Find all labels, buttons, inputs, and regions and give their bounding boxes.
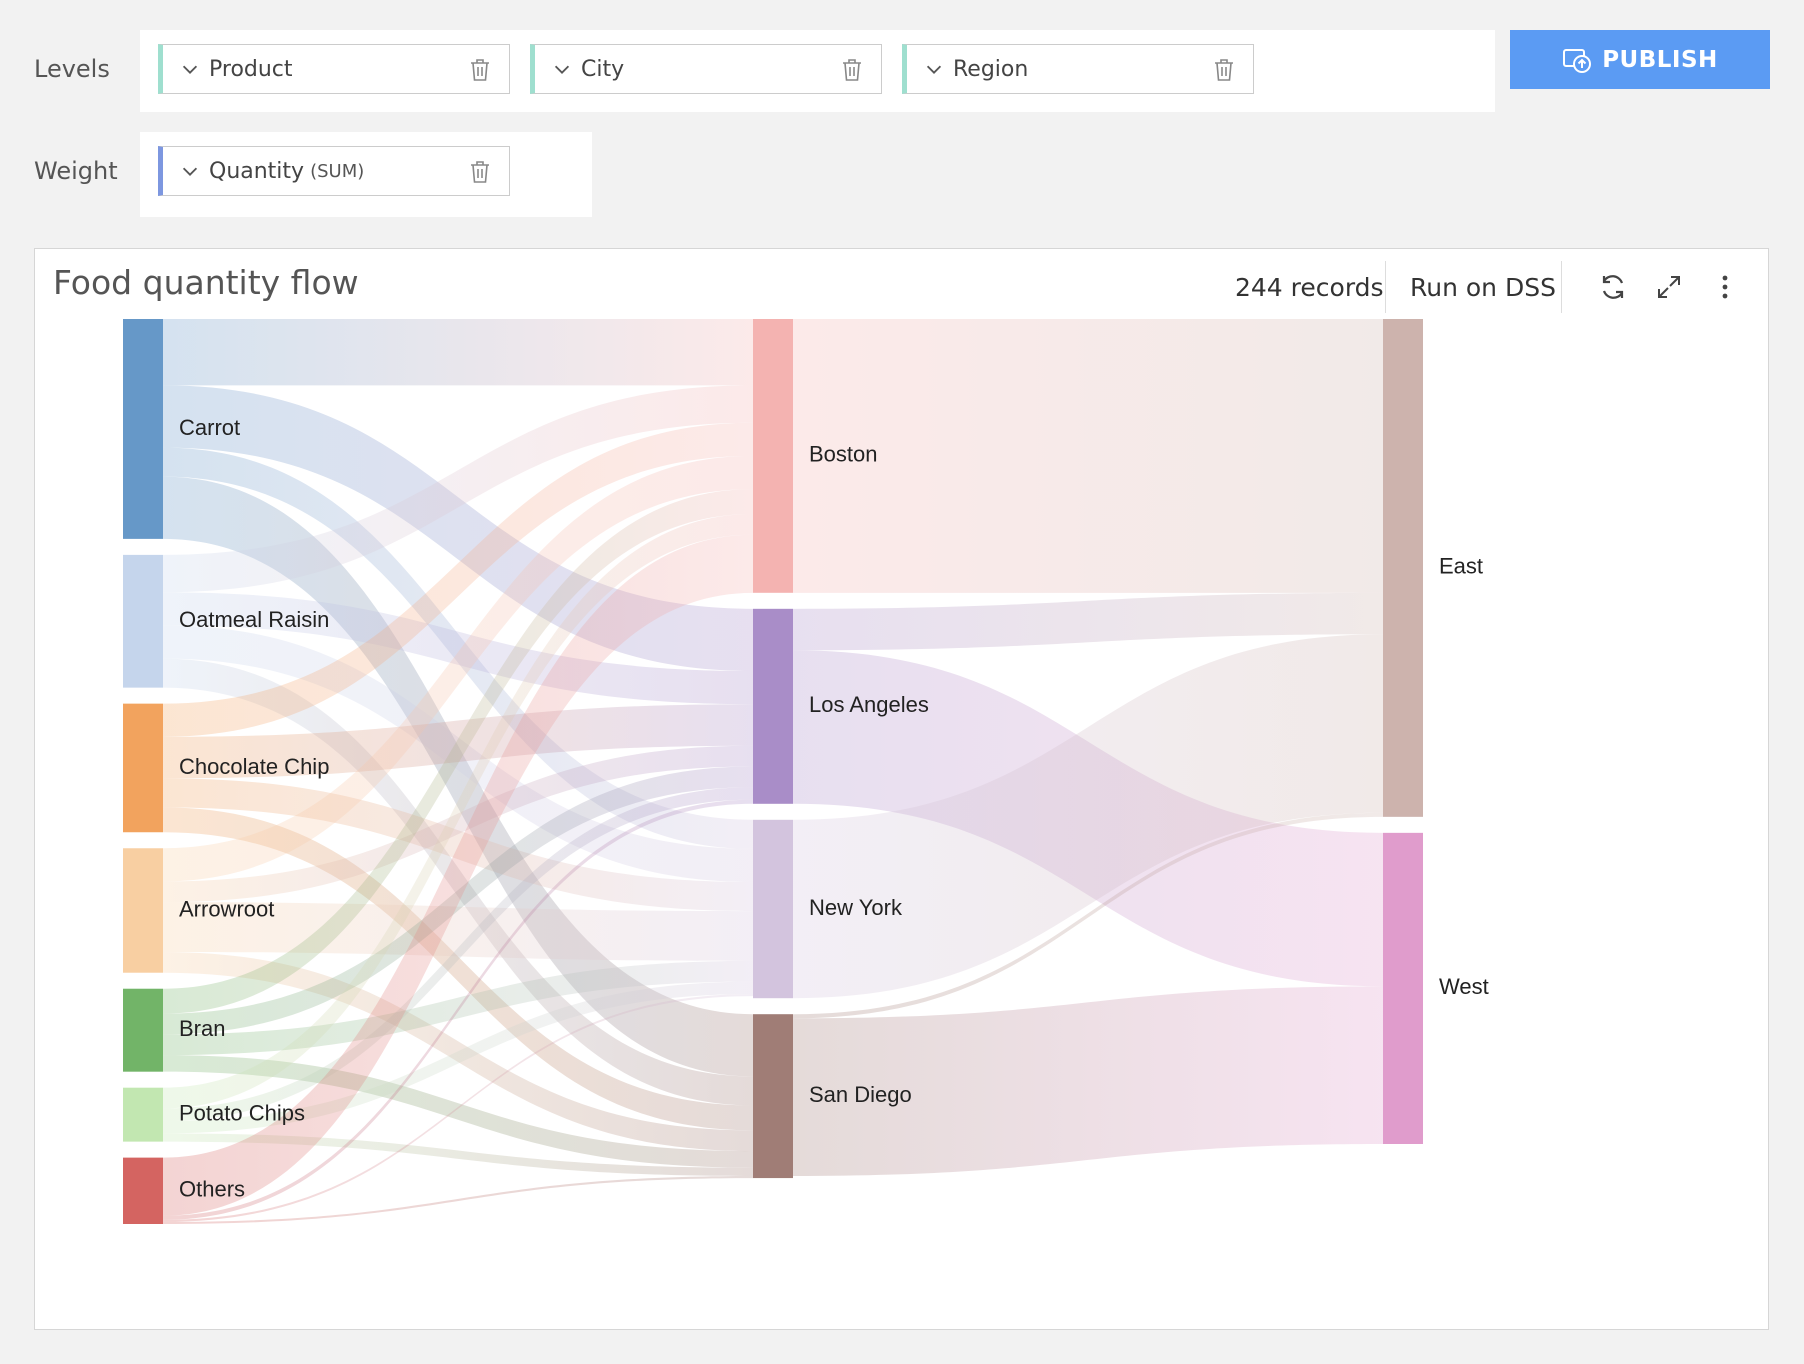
sankey-link[interactable] (163, 489, 753, 1014)
sankey-link[interactable] (793, 592, 1383, 651)
sankey-node[interactable] (753, 608, 793, 804)
sankey-link[interactable] (793, 986, 1383, 1176)
sankey-node-label: Chocolate Chip (179, 754, 329, 779)
sankey-node-label: Oatmeal Raisin (179, 607, 329, 632)
trash-icon[interactable] (1213, 58, 1235, 82)
more-options-icon[interactable] (1707, 269, 1743, 305)
sankey-node[interactable] (753, 1014, 793, 1179)
sankey-link[interactable] (163, 787, 753, 1121)
sankey-link[interactable] (163, 799, 753, 1220)
level-pill-product[interactable]: Product (158, 44, 510, 94)
sankey-node-label: Bran (179, 1016, 225, 1041)
chevron-down-icon[interactable] (179, 160, 201, 182)
sankey-node-label: Potato Chips (179, 1100, 305, 1125)
publish-button[interactable]: PUBLISH (1510, 30, 1770, 89)
level-name: Region (953, 56, 1029, 82)
sankey-link[interactable] (163, 455, 753, 882)
sankey-node-label: New York (809, 895, 903, 920)
sankey-node[interactable] (123, 1087, 163, 1142)
sankey-node[interactable] (123, 1157, 163, 1224)
sankey-link[interactable] (163, 319, 753, 386)
levels-label: Levels (34, 55, 110, 83)
record-count: 244 records (1235, 273, 1384, 302)
trash-icon[interactable] (469, 58, 491, 82)
sankey-node-label: East (1439, 554, 1483, 579)
sankey-node[interactable] (123, 319, 163, 539)
sankey-node[interactable] (1383, 319, 1423, 817)
sankey-node-label: San Diego (809, 1082, 912, 1107)
sankey-chart[interactable]: Carrot Oatmeal Raisin Chocolate Chip Arrowr… (35, 319, 1768, 1329)
sankey-node-label: Carrot (179, 415, 240, 440)
sankey-node[interactable] (1383, 832, 1423, 1144)
sankey-link[interactable] (163, 1055, 753, 1168)
level-name: Product (209, 56, 293, 82)
sankey-link[interactable] (163, 981, 753, 1134)
sankey-link[interactable] (163, 745, 753, 903)
sankey-link[interactable] (163, 385, 753, 672)
sankey-node-label: Boston (809, 442, 878, 467)
weight-column: Quantity (209, 158, 305, 184)
sankey-link[interactable] (793, 812, 1383, 1019)
weight-label: Weight (34, 157, 118, 185)
sankey-node[interactable] (123, 848, 163, 973)
weight-aggregation: (SUM) (310, 160, 365, 182)
weight-dropzone[interactable]: Quantity (SUM) (140, 132, 592, 217)
level-pill-city[interactable]: City (530, 44, 882, 94)
sankey-link[interactable] (163, 994, 753, 1222)
expand-icon[interactable] (1651, 269, 1687, 305)
trash-icon[interactable] (841, 58, 863, 82)
sankey-link[interactable] (163, 476, 753, 1077)
sankey-link[interactable] (163, 422, 753, 737)
sankey-link[interactable] (163, 513, 753, 1109)
level-pill-region[interactable]: Region (902, 44, 1254, 94)
sankey-node-label: Los Angeles (809, 692, 929, 717)
chart-card: Food quantity flow 244 records Run on DS… (34, 248, 1769, 1330)
sankey-node[interactable] (753, 319, 793, 593)
sankey-node-label: Arrowroot (179, 896, 274, 921)
run-on-dss-button[interactable]: Run on DSS (1410, 273, 1556, 302)
toolbar-divider (1385, 261, 1386, 313)
refresh-icon[interactable] (1595, 269, 1631, 305)
chevron-down-icon[interactable] (179, 58, 201, 80)
sankey-node[interactable] (123, 554, 163, 688)
sankey-link[interactable] (163, 807, 753, 1131)
chart-title: Food quantity flow (53, 263, 359, 302)
sankey-link[interactable] (163, 534, 753, 1216)
levels-dropzone[interactable]: Product City Region (140, 30, 1495, 112)
publish-label: PUBLISH (1602, 46, 1718, 73)
level-name: City (581, 56, 625, 82)
chevron-down-icon[interactable] (551, 58, 573, 80)
sankey-link[interactable] (793, 634, 1383, 999)
sankey-link[interactable] (163, 1176, 753, 1224)
publish-icon (1563, 48, 1592, 73)
toolbar-divider (1561, 261, 1562, 313)
sankey-node-label: West (1439, 974, 1489, 999)
sankey-node[interactable] (123, 988, 163, 1072)
sankey-link[interactable] (163, 385, 753, 593)
sankey-link[interactable] (793, 319, 1383, 593)
sankey-link[interactable] (163, 592, 753, 705)
sankey-node-label: Others (179, 1177, 245, 1202)
weight-pill[interactable]: Quantity (SUM) (158, 146, 510, 196)
chevron-down-icon[interactable] (923, 58, 945, 80)
sankey-node[interactable] (753, 819, 793, 999)
trash-icon[interactable] (469, 160, 491, 184)
sankey-node[interactable] (123, 703, 163, 833)
